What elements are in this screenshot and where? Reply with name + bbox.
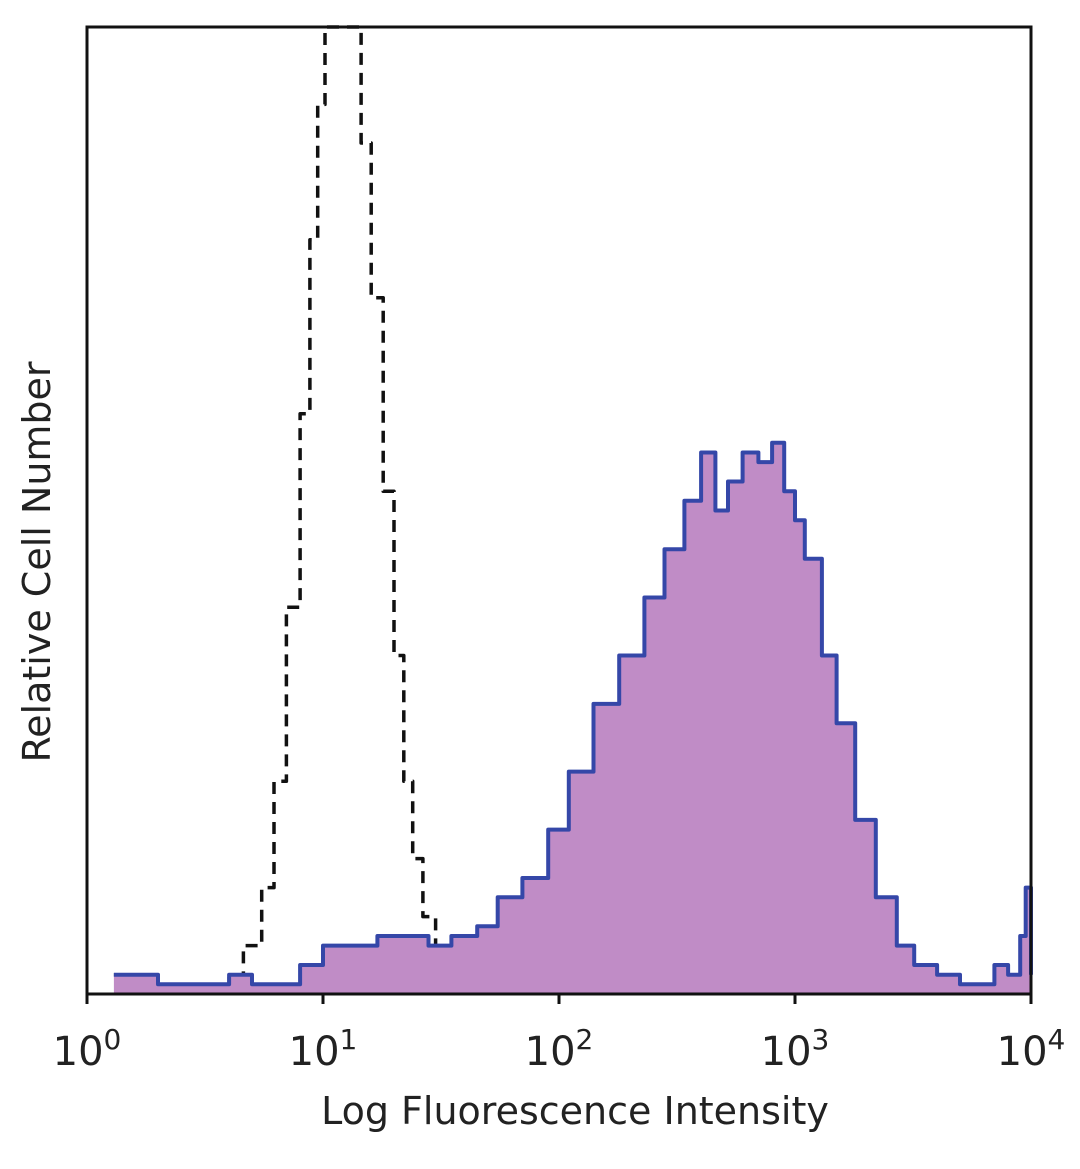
series-0-line bbox=[113, 25, 467, 994]
series-1-fill bbox=[113, 442, 1031, 994]
plot-layer bbox=[113, 25, 1033, 994]
y-axis-label: Relative Cell Number bbox=[15, 361, 59, 762]
x-tick-label-3: 103 bbox=[761, 1023, 830, 1075]
x-tick-label-1: 101 bbox=[289, 1023, 358, 1075]
x-axis-label: Log Fluorescence Intensity bbox=[321, 1089, 829, 1133]
series-1-line bbox=[113, 440, 1033, 987]
x-tick-layer: 100 101 102 103 104 bbox=[53, 994, 1066, 1075]
x-tick-label-0: 100 bbox=[53, 1023, 122, 1075]
x-tick-label-4: 104 bbox=[997, 1023, 1066, 1075]
x-tick-label-2: 102 bbox=[525, 1023, 594, 1075]
